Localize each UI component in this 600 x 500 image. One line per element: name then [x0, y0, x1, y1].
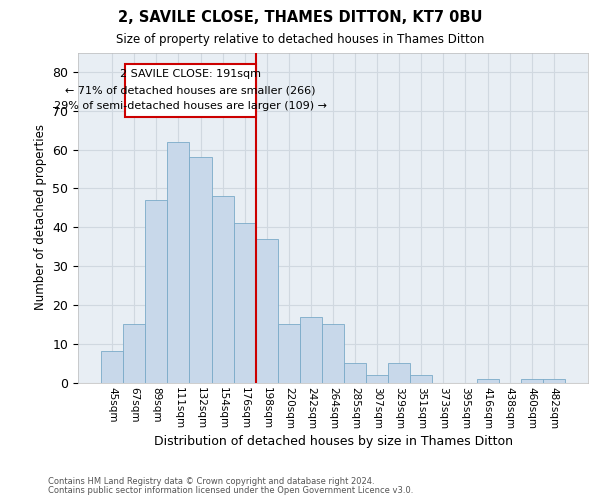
Bar: [145, 200, 167, 382]
Bar: [212, 196, 233, 382]
Text: Contains public sector information licensed under the Open Government Licence v3: Contains public sector information licen…: [48, 486, 413, 495]
Text: Contains HM Land Registry data © Crown copyright and database right 2024.: Contains HM Land Registry data © Crown c…: [48, 477, 374, 486]
Bar: [256, 239, 278, 382]
Bar: [543, 378, 565, 382]
Y-axis label: Number of detached properties: Number of detached properties: [34, 124, 47, 310]
X-axis label: Distribution of detached houses by size in Thames Ditton: Distribution of detached houses by size …: [154, 435, 512, 448]
Text: 29% of semi-detached houses are larger (109) →: 29% of semi-detached houses are larger (…: [54, 101, 327, 111]
Bar: [388, 363, 410, 382]
Bar: [190, 158, 212, 382]
Bar: [322, 324, 344, 382]
Bar: [521, 378, 543, 382]
Bar: [410, 374, 433, 382]
Bar: [366, 374, 388, 382]
Bar: [167, 142, 190, 382]
FancyBboxPatch shape: [125, 64, 256, 116]
Bar: [123, 324, 145, 382]
Bar: [233, 224, 256, 382]
Bar: [344, 363, 366, 382]
Bar: [476, 378, 499, 382]
Text: 2, SAVILE CLOSE, THAMES DITTON, KT7 0BU: 2, SAVILE CLOSE, THAMES DITTON, KT7 0BU: [118, 10, 482, 25]
Bar: [300, 316, 322, 382]
Text: Size of property relative to detached houses in Thames Ditton: Size of property relative to detached ho…: [116, 32, 484, 46]
Bar: [101, 352, 123, 382]
Text: 2 SAVILE CLOSE: 191sqm: 2 SAVILE CLOSE: 191sqm: [120, 70, 261, 80]
Text: ← 71% of detached houses are smaller (266): ← 71% of detached houses are smaller (26…: [65, 85, 316, 95]
Bar: [278, 324, 300, 382]
